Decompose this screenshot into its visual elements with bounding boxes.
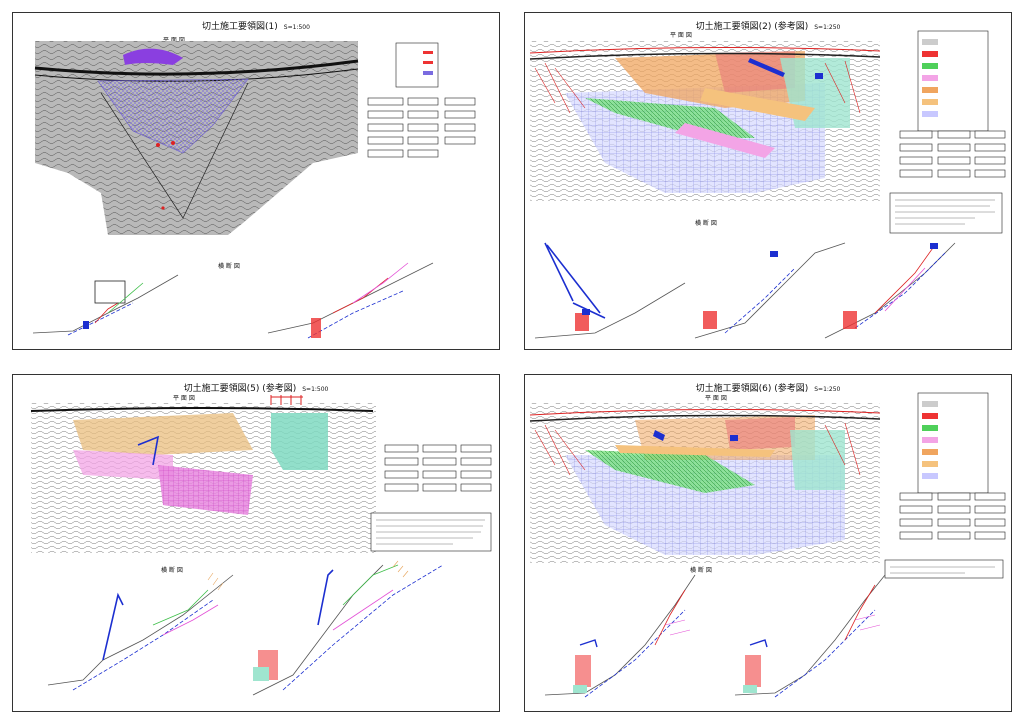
drawing-sheet-3: 切土施工要領図(5) (参考図) S=1:500 平 面 図 横 断 図 — [12, 374, 500, 712]
sheet-title: 切土施工要領図(6) (参考図) S=1:250 — [695, 384, 841, 394]
drawing-sheet-4: 切土施工要領図(6) (参考図) S=1:250 平 面 図 横 断 図 — [524, 374, 1012, 712]
plan-view-label: 平 面 図 — [173, 395, 195, 402]
plan-view-label: 平 面 図 — [670, 32, 692, 39]
sheet-title: 切土施工要領図(5) (参考図) S=1:500 — [183, 384, 329, 394]
drawing-sheet-1: 切土施工要領図(1) S=1:500 平 面 図 横 断 図 — [12, 12, 500, 350]
plan-view-label: 平 面 図 — [163, 37, 185, 44]
section-view-label: 横 断 図 — [161, 567, 183, 574]
drawing-sheet-2: 切土施工要領図(2) (参考図) S=1:250 平 面 図 横 断 図 — [524, 12, 1012, 350]
section-view-label: 横 断 図 — [695, 220, 717, 227]
plan-view-label: 平 面 図 — [705, 395, 727, 402]
plan-drawing — [529, 30, 1006, 339]
plan-drawing — [30, 395, 492, 696]
plan-drawing — [529, 392, 1006, 698]
section-view-label: 横 断 図 — [218, 263, 240, 270]
section-view-label: 横 断 図 — [690, 567, 712, 574]
sheet-title: 切土施工要領図(2) (参考図) S=1:250 — [695, 22, 841, 32]
sheet-title: 切土施工要領図(1) S=1:500 — [202, 22, 310, 32]
plan-drawing — [32, 41, 476, 339]
